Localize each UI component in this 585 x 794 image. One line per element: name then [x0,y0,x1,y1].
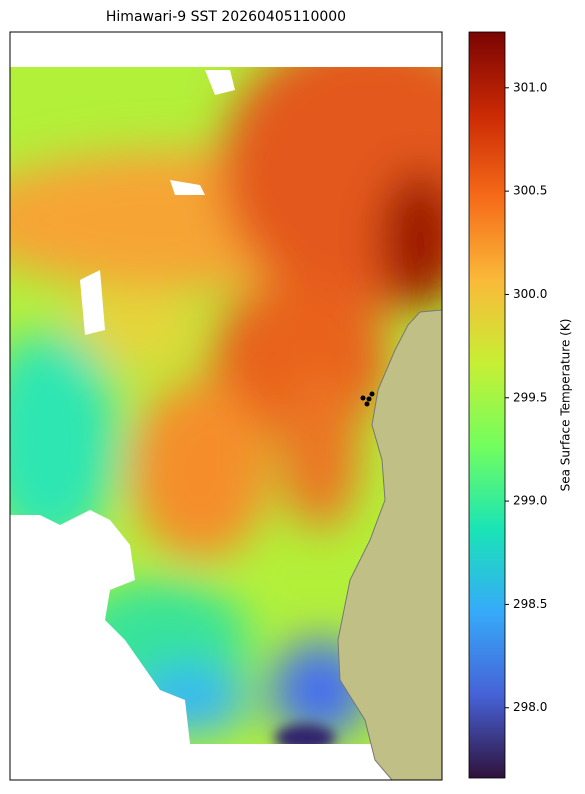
land [337,309,443,781]
chart-title: Himawari-9 SST 20260405110000 [106,9,346,25]
colorbar-tick-label: 299.0 [513,494,547,508]
colorbar-tick-label: 300.5 [513,184,547,198]
colorbar-tick-label: 299.5 [513,390,547,404]
colorbar [468,31,506,779]
station-markers [360,391,375,407]
map-frame [9,31,443,781]
colorbar-tick-label: 298.5 [513,597,547,611]
colorbar-tick-label: 298.0 [513,700,547,714]
colorbar-label: Sea Surface Temperature (K) [559,319,573,492]
colorbar-tick-label: 300.0 [513,287,547,301]
sst-field [10,67,442,744]
colorbar-tick-label: 301.0 [513,80,547,94]
